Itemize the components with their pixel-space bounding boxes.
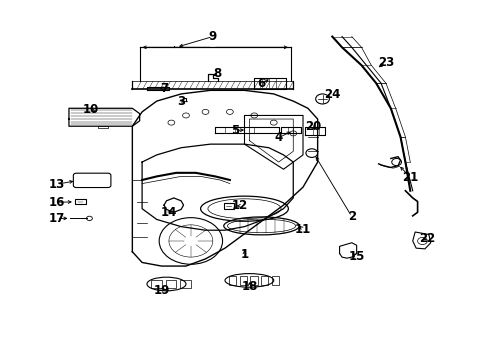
Bar — [75, 199, 85, 204]
Text: 3: 3 — [177, 95, 185, 108]
Text: 18: 18 — [241, 280, 257, 293]
Text: 2: 2 — [347, 210, 355, 223]
Text: 21: 21 — [401, 171, 418, 184]
Text: 22: 22 — [418, 231, 435, 244]
Text: 12: 12 — [231, 199, 247, 212]
Text: 4: 4 — [274, 131, 282, 144]
Text: 7: 7 — [160, 82, 168, 95]
Bar — [228, 276, 236, 285]
Text: 17: 17 — [48, 212, 65, 225]
Text: 8: 8 — [213, 67, 222, 80]
Text: 24: 24 — [324, 88, 340, 101]
Text: 13: 13 — [48, 178, 65, 191]
Text: 1: 1 — [240, 248, 248, 261]
Bar — [250, 276, 257, 285]
Text: 20: 20 — [304, 121, 320, 134]
Text: 14: 14 — [161, 207, 177, 220]
Text: 5: 5 — [230, 124, 238, 137]
Text: 11: 11 — [294, 222, 310, 236]
Bar — [271, 276, 279, 285]
Text: 6: 6 — [257, 77, 265, 90]
Bar — [239, 276, 246, 285]
Bar — [261, 276, 268, 285]
Bar — [165, 280, 176, 288]
Text: 23: 23 — [377, 56, 393, 69]
Text: 16: 16 — [48, 196, 65, 209]
Text: 19: 19 — [153, 284, 169, 297]
Bar — [224, 203, 233, 210]
Text: 15: 15 — [348, 249, 364, 262]
Text: 10: 10 — [82, 103, 99, 116]
Bar — [180, 280, 190, 288]
Bar — [151, 280, 161, 288]
Text: 9: 9 — [208, 30, 217, 43]
